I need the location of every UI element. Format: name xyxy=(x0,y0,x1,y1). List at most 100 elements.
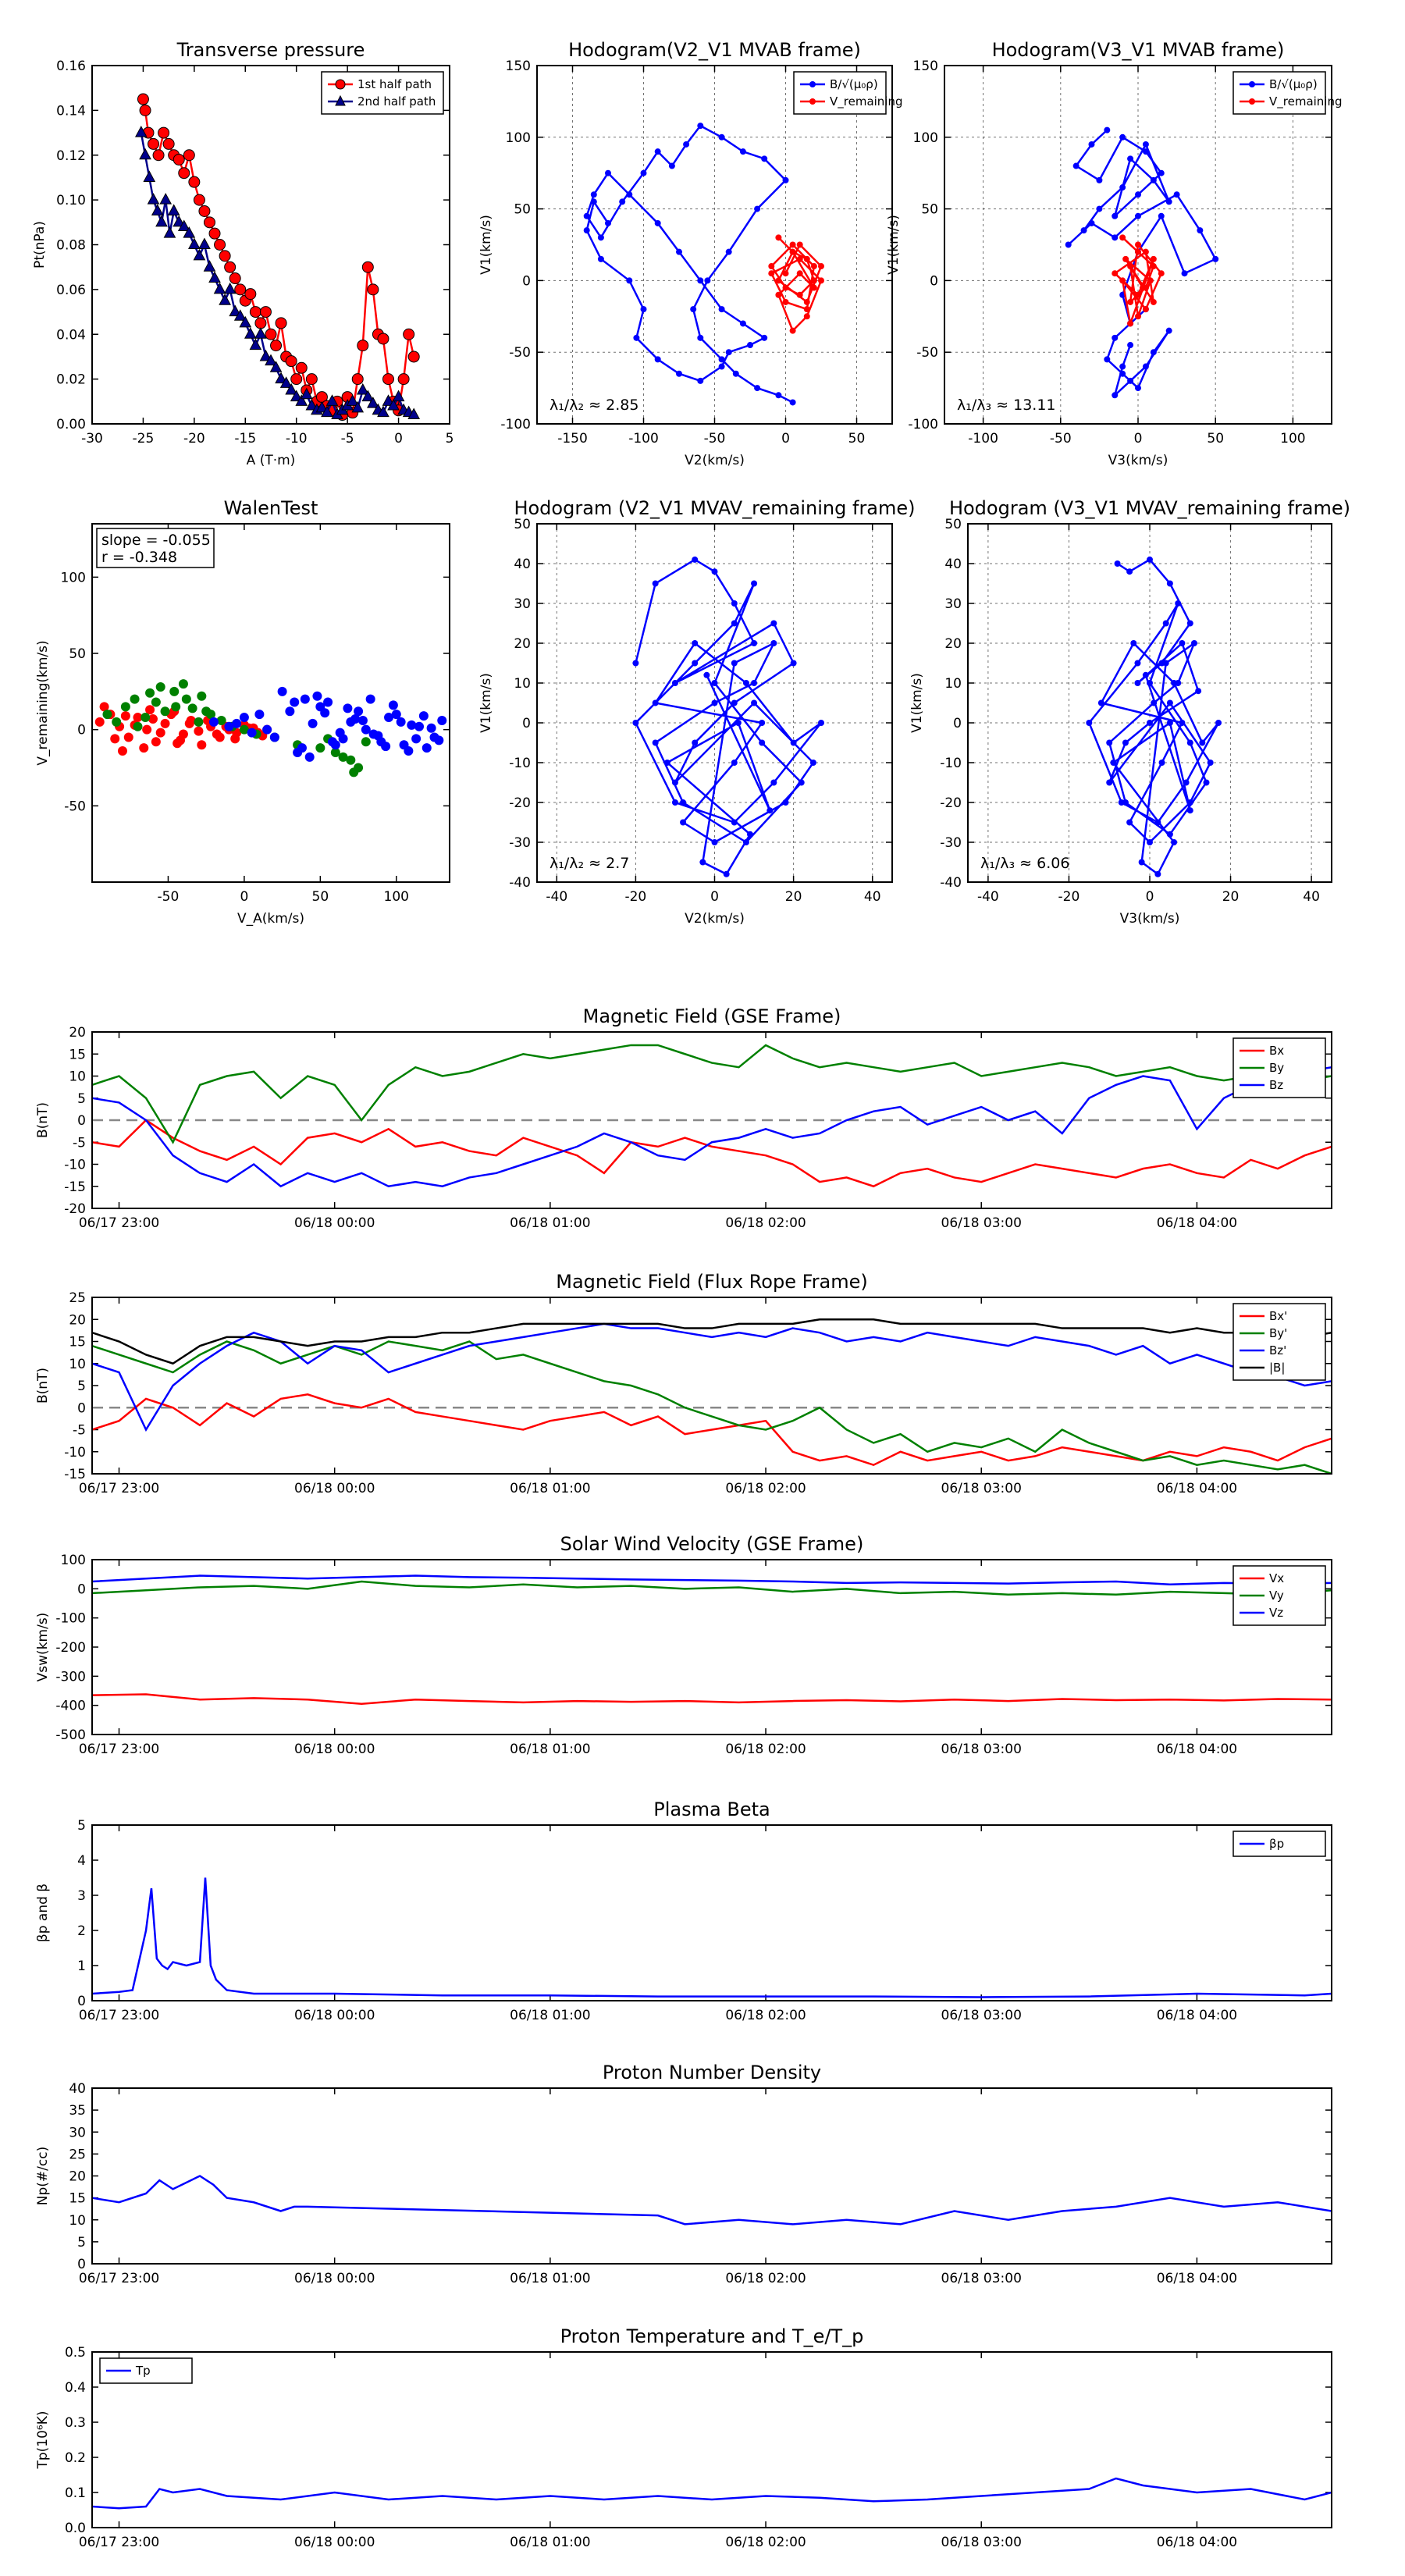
plot-area xyxy=(92,2175,1332,2226)
x-tick-label: 5 xyxy=(446,431,454,447)
y-tick-label: -10 xyxy=(64,1445,86,1461)
data-point xyxy=(213,282,226,294)
data-point xyxy=(703,671,710,678)
data-point xyxy=(304,752,315,762)
data-point xyxy=(632,660,639,667)
y-tick-label: 40 xyxy=(514,557,531,572)
data-point xyxy=(782,284,789,291)
plot-area xyxy=(583,123,824,406)
data-point xyxy=(718,306,725,313)
data-point xyxy=(796,270,803,277)
legend-label: B/√(μ₀ρ) xyxy=(1269,77,1318,91)
legend-marker xyxy=(809,81,816,87)
data-point xyxy=(361,390,375,402)
data-point xyxy=(718,356,725,363)
x-tick-label: -150 xyxy=(557,431,588,447)
data-point xyxy=(718,133,725,141)
x-tick-label: 06/18 00:00 xyxy=(294,2535,375,2550)
data-point xyxy=(731,660,738,667)
data-point xyxy=(184,718,194,728)
data-point xyxy=(142,724,152,735)
data-point xyxy=(155,215,168,227)
data-point xyxy=(290,373,303,386)
data-point xyxy=(173,153,185,165)
legend-label: V_remaining xyxy=(830,94,903,109)
series-line xyxy=(92,1877,1332,1998)
y-tick-label: 150 xyxy=(506,59,531,74)
data-point xyxy=(403,328,415,340)
data-point xyxy=(120,711,130,721)
data-point xyxy=(183,226,196,238)
y-tick-label: 25 xyxy=(69,1290,86,1306)
y-tick-label: 100 xyxy=(506,130,531,146)
y-tick-label: 0.12 xyxy=(56,148,86,164)
data-point xyxy=(197,740,207,750)
chart-bgse: Magnetic Field (GSE Frame) 06/17 23:00 06/… xyxy=(35,1005,1332,1231)
data-point xyxy=(356,382,369,395)
data-point xyxy=(1147,556,1153,563)
data-point xyxy=(590,191,597,198)
data-point xyxy=(1088,219,1095,226)
data-point xyxy=(692,739,699,746)
data-point xyxy=(1179,720,1186,726)
series-line xyxy=(634,558,822,876)
y-tick-label: -30 xyxy=(940,835,962,851)
y-tick-label: 0.02 xyxy=(56,372,86,388)
data-point xyxy=(1142,363,1149,370)
y-axis-label: B(nT) xyxy=(35,1368,51,1404)
data-point xyxy=(229,304,242,317)
data-point xyxy=(320,708,330,718)
data-point xyxy=(285,382,298,395)
data-point xyxy=(151,204,164,215)
data-point xyxy=(160,718,170,728)
x-tick-label: 0 xyxy=(781,431,790,447)
x-tick-label: 06/18 01:00 xyxy=(510,2271,590,2286)
x-tick-label: -20 xyxy=(1058,889,1080,905)
y-axis-label: V1(km/s) xyxy=(478,673,494,733)
data-point xyxy=(810,263,817,270)
y-axis-label: Pt(nPa) xyxy=(32,221,48,269)
data-point xyxy=(295,394,308,406)
data-point xyxy=(1183,779,1190,786)
data-point xyxy=(1158,760,1165,766)
data-point xyxy=(782,799,789,806)
data-point xyxy=(652,699,659,706)
chart-tp: Proton Temperature and T_e/T_p 06/17 23:0… xyxy=(35,2325,1332,2550)
data-point xyxy=(219,250,231,262)
series-line xyxy=(1067,129,1217,399)
y-tick-label: 30 xyxy=(69,2125,86,2140)
chart-hodo_rem31: Hodogram (V3_V1 MVAV_remaining frame) -40… xyxy=(909,497,1350,927)
data-point xyxy=(1215,720,1222,726)
legend: Bx By Bz xyxy=(1232,1037,1326,1098)
y-tick-label: 25 xyxy=(69,2147,86,2162)
data-point xyxy=(597,255,604,262)
data-point xyxy=(1112,334,1119,341)
data-point xyxy=(357,715,368,725)
series-|B| xyxy=(92,1318,1332,1365)
plot-area xyxy=(134,93,421,422)
data-point xyxy=(117,746,127,756)
data-point xyxy=(173,738,183,749)
x-tick-label: 06/18 03:00 xyxy=(941,1742,1022,1757)
y-tick-label: 2 xyxy=(77,1923,86,1939)
data-point xyxy=(583,227,590,234)
x-tick-label: 06/18 01:00 xyxy=(510,1215,590,1231)
data-point xyxy=(1127,298,1134,305)
data-point xyxy=(1142,148,1149,155)
data-point xyxy=(297,743,307,753)
data-point xyxy=(305,373,318,386)
data-point xyxy=(1139,284,1146,291)
x-tick-label: 06/18 00:00 xyxy=(294,1481,375,1496)
x-tick-label: 50 xyxy=(1207,431,1224,447)
data-point xyxy=(139,148,151,160)
y-tick-label: 0 xyxy=(522,273,531,289)
x-tick-label: -50 xyxy=(1050,431,1072,447)
data-point xyxy=(590,198,597,205)
data-point xyxy=(373,731,383,741)
x-tick-label: 06/18 04:00 xyxy=(1157,1481,1237,1496)
y-axis-label: Np(#/cc) xyxy=(35,2147,51,2205)
y-tick-label: 5 xyxy=(77,2235,86,2250)
x-tick-label: 20 xyxy=(785,889,802,905)
y-tick-label: 50 xyxy=(514,517,531,532)
data-point xyxy=(1119,363,1126,370)
